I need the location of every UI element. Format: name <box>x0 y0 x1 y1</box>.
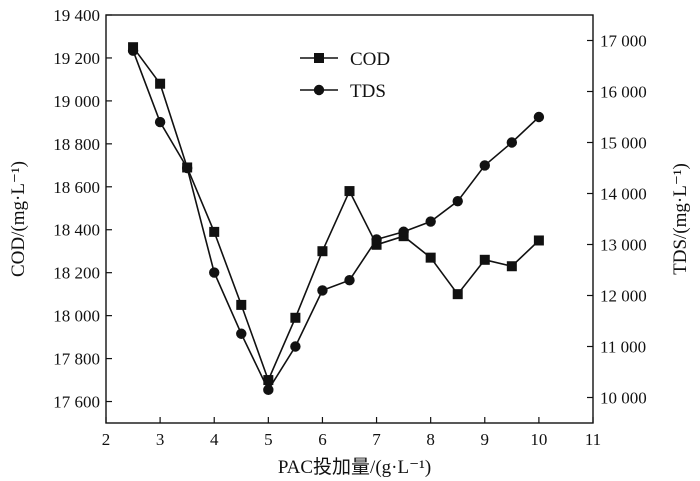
right-y-tick-label: 14 000 <box>600 185 647 204</box>
left-y-tick-label: 18 600 <box>53 178 100 197</box>
right-y-tick-label: 12 000 <box>600 287 647 306</box>
x-tick-label: 2 <box>102 430 111 449</box>
left-y-tick-label: 18 000 <box>53 307 100 326</box>
series-cod-point <box>209 226 220 237</box>
series-tds-point <box>452 195 463 207</box>
series-tds-point <box>154 116 166 128</box>
left-y-axis-ticks: 17 600 17 800 18 000 18 200 18 400 18 600 18 8… <box>53 6 112 412</box>
series-tds-point <box>398 226 409 237</box>
series-tds-point <box>209 267 220 278</box>
right-y-tick-label: 10 000 <box>600 389 647 408</box>
x-tick-label: 3 <box>156 430 165 449</box>
series-cod <box>128 42 544 386</box>
legend-entry-tds: TDS <box>300 81 386 102</box>
x-tick-label: 9 <box>481 430 490 449</box>
left-y-tick-label: 18 400 <box>53 221 100 240</box>
x-tick-label: 5 <box>264 430 273 449</box>
legend-label: TDS <box>350 81 386 102</box>
plot-frame <box>105 14 594 424</box>
series-cod-point <box>344 186 355 197</box>
x-tick-label: 10 <box>530 430 547 449</box>
left-y-tick-label: 19 000 <box>53 92 100 111</box>
left-y-axis-title: COD/(mg·L⁻¹) <box>8 161 29 277</box>
series-tds <box>127 45 545 396</box>
right-y-tick-label: 15 000 <box>600 134 647 153</box>
series-tds-point <box>236 328 247 339</box>
series-tds-point <box>506 137 518 148</box>
series-layer <box>127 42 545 396</box>
right-y-tick-label: 16 000 <box>600 83 647 102</box>
x-tick-label: 6 <box>318 430 327 449</box>
right-y-tick-label: 11 000 <box>600 338 646 357</box>
legend-label: COD <box>350 49 390 70</box>
left-y-tick-label: 19 200 <box>53 49 100 68</box>
series-cod-point <box>506 261 517 272</box>
right-y-tick-label: 17 000 <box>600 32 647 51</box>
series-tds-point <box>317 285 328 296</box>
series-tds-point <box>479 160 490 171</box>
series-tds-point <box>127 45 139 56</box>
left-y-tick-label: 19 400 <box>53 6 100 25</box>
axes-group <box>105 14 594 424</box>
series-cod-point <box>317 246 328 257</box>
right-y-tick-label: 13 000 <box>600 236 647 255</box>
series-tds-point <box>344 275 355 286</box>
series-tds-point <box>371 234 382 245</box>
x-tick-label: 11 <box>585 430 601 449</box>
series-cod-point <box>533 235 544 246</box>
series-tds-point <box>425 216 436 227</box>
x-tick-label: 8 <box>426 430 435 449</box>
right-y-axis-title: TDS/(mg·L⁻¹) <box>670 163 691 275</box>
left-y-tick-label: 18 200 <box>53 264 100 283</box>
legend-marker <box>313 84 325 96</box>
series-cod-point <box>425 252 436 263</box>
series-cod-point <box>155 78 166 89</box>
legend-marker <box>314 53 324 63</box>
series-cod-point <box>263 375 274 386</box>
series-cod-point <box>371 239 382 250</box>
legend-entry-cod: COD <box>300 49 390 70</box>
left-y-tick-label: 18 800 <box>53 135 100 154</box>
left-y-tick-label: 17 600 <box>53 393 100 412</box>
series-tds-point <box>290 341 301 352</box>
series-tds-line <box>132 50 540 392</box>
x-axis-title: PAC投加量/(g·L⁻¹) <box>278 456 431 478</box>
x-tick-label: 7 <box>372 430 381 449</box>
series-cod-point <box>452 289 463 300</box>
series-cod-point <box>290 312 301 323</box>
series-cod-point <box>236 299 247 310</box>
right-y-axis-ticks: 10 000 11 000 12 000 13 000 14 000 15 000 16 0… <box>587 32 647 408</box>
series-tds-point <box>181 162 193 174</box>
series-cod-line <box>132 46 540 383</box>
x-tick-label: 4 <box>210 430 219 449</box>
series-tds-point <box>263 384 274 396</box>
series-tds-point <box>533 111 545 123</box>
left-y-tick-label: 17 800 <box>53 350 100 369</box>
series-cod-point <box>479 254 490 265</box>
legend: COD TDS <box>300 49 390 102</box>
x-axis-ticks: 2 3 4 5 6 7 8 9 10 11 <box>102 417 601 449</box>
